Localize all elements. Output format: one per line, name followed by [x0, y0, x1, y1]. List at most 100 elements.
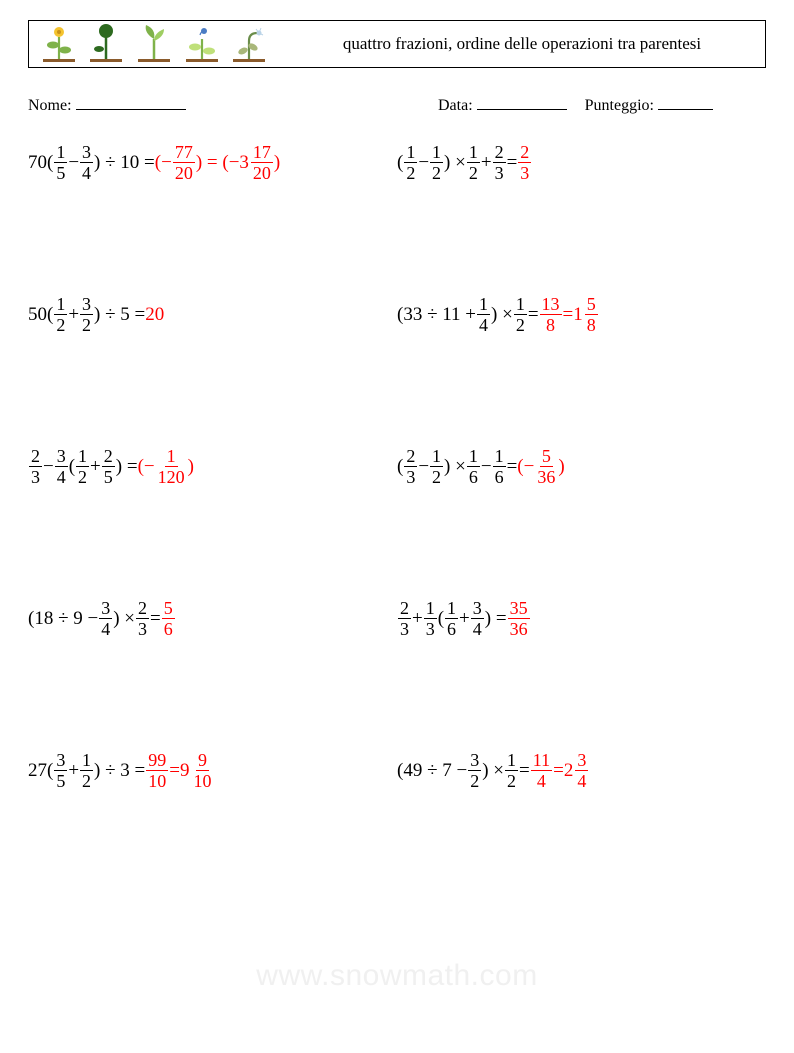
- fraction: 13: [424, 599, 437, 638]
- expression-text: (: [397, 456, 403, 478]
- fraction: 25: [102, 447, 115, 486]
- date-blank[interactable]: [477, 96, 567, 110]
- fraction: 12: [54, 295, 67, 334]
- answer-text: (−: [155, 152, 172, 174]
- expression-text: ) =: [485, 608, 507, 630]
- expression-text: ) ×: [491, 304, 513, 326]
- fraction: 23: [404, 447, 417, 486]
- header: quattro frazioni, ordine delle operazion…: [28, 20, 766, 68]
- problem-row: 50(12 + 32) ÷ 5 = 20(33 ÷ 11 + 14) × 12 …: [28, 295, 766, 447]
- worksheet-page: quattro frazioni, ordine delle operazion…: [0, 0, 794, 1053]
- plant-icon: [182, 23, 222, 63]
- expression-text: ) ÷ 5 =: [94, 304, 145, 326]
- fraction: 12: [505, 751, 518, 790]
- fraction: 7720: [173, 143, 195, 182]
- expression-text: (: [397, 152, 403, 174]
- expression-text: ) ÷ 10 =: [94, 152, 155, 174]
- fraction: 12: [76, 447, 89, 486]
- fraction: 23: [136, 599, 149, 638]
- expression-text: −: [68, 152, 79, 174]
- expression-text: +: [68, 304, 79, 326]
- expression-text: ) ×: [482, 760, 504, 782]
- answer-text: (−: [517, 456, 534, 478]
- fraction: 12: [467, 143, 480, 182]
- answer-text: ): [188, 456, 194, 478]
- watermark: www.snowmath.com: [0, 959, 794, 993]
- fraction: 16: [493, 447, 506, 486]
- fraction: 9910: [146, 751, 168, 790]
- answer-text: =: [169, 760, 180, 782]
- mixed-number: 9910: [180, 751, 215, 790]
- problem-row: 70(15 − 34) ÷ 10 = (−7720) = (−31720)(12…: [28, 143, 766, 295]
- expression-text: +: [68, 760, 79, 782]
- mixed-number: 31720: [239, 143, 274, 182]
- problem-cell: 50(12 + 32) ÷ 5 = 20: [28, 295, 397, 334]
- expression-text: =: [507, 152, 518, 174]
- date-label: Data:: [438, 97, 473, 114]
- fraction: 32: [468, 751, 481, 790]
- fraction: 138: [540, 295, 562, 334]
- fraction: 12: [430, 447, 443, 486]
- expression-text: (: [438, 608, 444, 630]
- score-blank[interactable]: [658, 96, 713, 110]
- expression-text: ) ÷ 3 =: [94, 760, 145, 782]
- answer-text: ) = (−: [196, 152, 240, 174]
- expression-text: (: [69, 456, 75, 478]
- problem-cell: (23 − 12) × 16 − 16 = (−536): [397, 447, 766, 486]
- expression-text: =: [150, 608, 161, 630]
- fraction: 12: [80, 751, 93, 790]
- plant-icon: [39, 23, 79, 63]
- expression-text: +: [90, 456, 101, 478]
- fraction: 16: [467, 447, 480, 486]
- fraction: 114: [531, 751, 552, 790]
- logo-box: [29, 21, 279, 67]
- mixed-number: 158: [573, 295, 599, 334]
- score-label: Punteggio:: [585, 97, 654, 114]
- fraction: 1120: [156, 447, 187, 486]
- answer-text: (−: [138, 456, 155, 478]
- expression-text: 27(: [28, 760, 53, 782]
- fraction: 12: [404, 143, 417, 182]
- expression-text: −: [418, 152, 429, 174]
- fraction: 34: [55, 447, 68, 486]
- fraction: 16: [445, 599, 458, 638]
- expression-text: ) ×: [444, 152, 466, 174]
- problem-row: (18 ÷ 9 − 34) × 23 = 5623 + 13(16 + 34) …: [28, 599, 766, 751]
- worksheet-title: quattro frazioni, ordine delle operazion…: [279, 32, 765, 56]
- expression-text: 70(: [28, 152, 53, 174]
- expression-text: 50(: [28, 304, 53, 326]
- problem-cell: 70(15 − 34) ÷ 10 = (−7720) = (−31720): [28, 143, 397, 182]
- expression-text: ) =: [116, 456, 138, 478]
- fraction: 12: [514, 295, 527, 334]
- plant-icon: [134, 23, 174, 63]
- fraction: 32: [80, 295, 93, 334]
- expression-text: (33 ÷ 11 +: [397, 304, 476, 326]
- expression-text: +: [481, 152, 492, 174]
- info-line: Nome: Data: Punteggio:: [28, 96, 766, 115]
- expression-text: =: [528, 304, 539, 326]
- fraction: 34: [471, 599, 484, 638]
- problem-cell: 23 − 34(12 + 25) = (−1120): [28, 447, 397, 486]
- answer-text: ): [274, 152, 280, 174]
- expression-text: =: [519, 760, 530, 782]
- problems-grid: 70(15 − 34) ÷ 10 = (−7720) = (−31720)(12…: [28, 143, 766, 903]
- answer-text: =: [563, 304, 574, 326]
- fraction: 23: [29, 447, 42, 486]
- plant-icon: [229, 23, 269, 63]
- problem-cell: (18 ÷ 9 − 34) × 23 = 56: [28, 599, 397, 638]
- problem-cell: (49 ÷ 7 − 32) × 12 = 114 = 234: [397, 751, 766, 790]
- answer-text: 20: [145, 304, 164, 326]
- fraction: 34: [99, 599, 112, 638]
- name-blank[interactable]: [76, 96, 186, 110]
- fraction: 3536: [508, 599, 530, 638]
- answer-text: ): [558, 456, 564, 478]
- expression-text: ) ×: [444, 456, 466, 478]
- fraction: 56: [162, 599, 175, 638]
- expression-text: +: [459, 608, 470, 630]
- fraction: 23: [518, 143, 531, 182]
- problem-cell: (12 − 12) × 12 + 23 = 23: [397, 143, 766, 182]
- fraction: 23: [493, 143, 506, 182]
- fraction: 34: [80, 143, 93, 182]
- expression-text: (49 ÷ 7 −: [397, 760, 467, 782]
- problem-cell: 27(35 + 12) ÷ 3 = 9910 = 9910: [28, 751, 397, 790]
